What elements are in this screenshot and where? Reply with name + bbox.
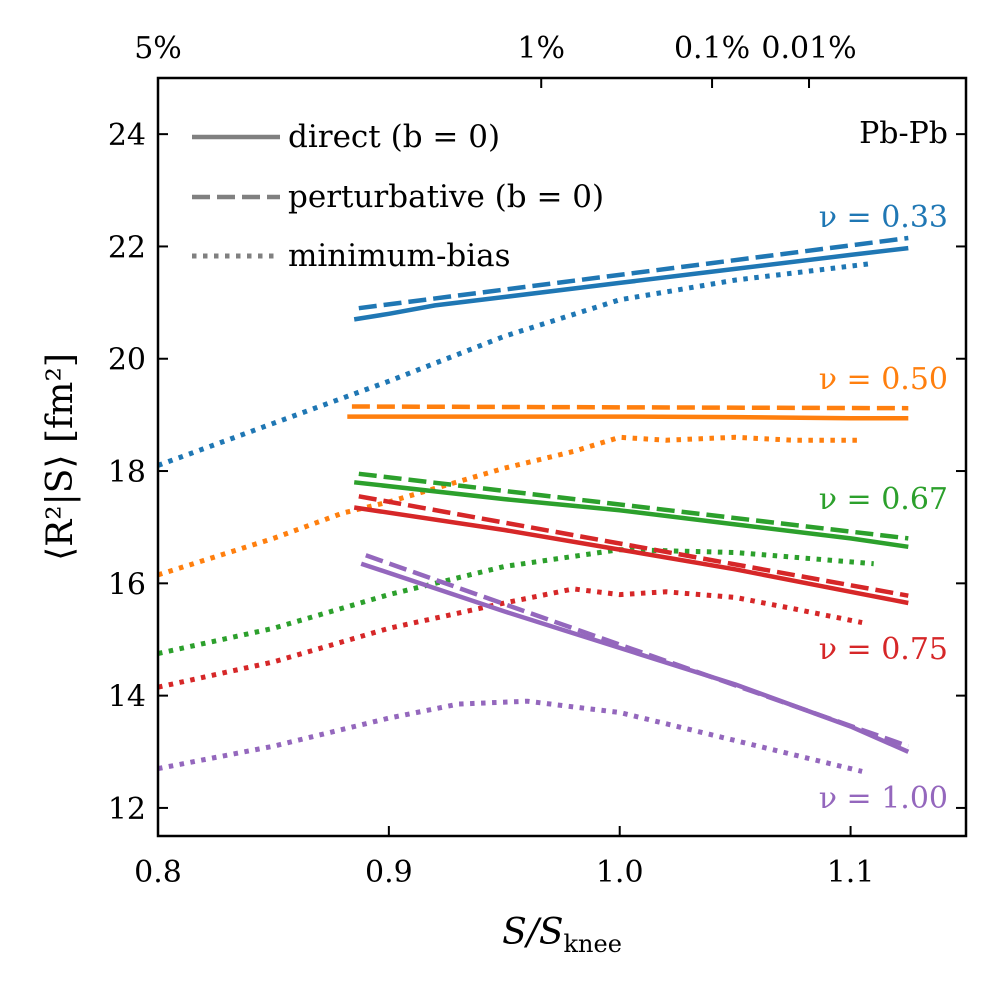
series-0-perturbative-line	[358, 235, 909, 311]
top-tick-label: 0.01%	[761, 31, 856, 66]
y-tick-label: 20	[108, 343, 146, 378]
x-axis-label: S/Sknee	[502, 912, 622, 958]
series-2-direct-line	[353, 480, 909, 550]
top-tick-label: 0.1%	[674, 31, 750, 66]
y-tick-label: 14	[108, 680, 146, 715]
series-3: ν = 0.75	[157, 494, 948, 690]
top-tick-label: 1%	[517, 31, 565, 66]
series-3-direct-line	[353, 505, 909, 606]
x-axis-label-sub: knee	[564, 930, 622, 958]
legend: direct (b = 0) perturbative (b = 0) mini…	[192, 119, 604, 274]
x-tick-label: 1.1	[827, 855, 875, 890]
series-2: ν = 0.67	[157, 471, 948, 656]
legend-label-minbias: minimum-bias	[288, 238, 511, 274]
y-tick-label: 24	[108, 118, 146, 153]
x-tick-label: 0.8	[134, 855, 182, 890]
series-4-minbias-line	[157, 698, 863, 774]
series-1-nu-label: ν = 0.50	[819, 362, 948, 397]
series-1-direct-line	[347, 414, 909, 421]
x-tick-label: 1.0	[596, 855, 644, 890]
y-axis-label: ⟨R²|S⟩ [fm²]	[40, 353, 81, 561]
ticks-layer: 0.8 0.9 1.0 1.1 12 14 16 18 20 22 24 5% 1% 0.1% 0.01%	[108, 31, 966, 890]
series-3-nu-label: ν = 0.75	[819, 632, 948, 667]
y-tick-label: 16	[108, 567, 146, 602]
series-4: ν = 1.00	[157, 553, 948, 816]
series-0-minbias-line	[157, 260, 875, 468]
series-0-nu-label: ν = 0.33	[819, 200, 948, 235]
plot-frame	[156, 76, 968, 838]
x-tick-label: 0.9	[365, 855, 413, 890]
series-2-minbias-line	[157, 547, 874, 656]
series-0: ν = 0.33	[157, 200, 948, 468]
legend-label-perturbative: perturbative (b = 0)	[288, 179, 604, 215]
series-4-nu-label: ν = 1.00	[819, 781, 948, 816]
series-1-perturbative-line	[351, 404, 909, 411]
series-layer: ν = 0.33 ν = 0.50 ν = 0.67 ν = 0.75 ν = 1.00	[157, 200, 948, 816]
series-0-direct-line	[353, 245, 909, 322]
y-tick-label: 18	[108, 455, 146, 490]
series-2-perturbative-line	[358, 471, 909, 541]
y-tick-label: 12	[108, 792, 146, 827]
y-tick-label: 22	[108, 230, 146, 265]
series-1-minbias-line	[157, 434, 863, 578]
legend-label-direct: direct (b = 0)	[288, 119, 500, 155]
system-annotation: Pb-Pb	[859, 116, 948, 151]
x-axis-label-main: S/S	[502, 912, 563, 953]
top-tick-label: 5%	[134, 31, 182, 66]
series-1: ν = 0.50	[157, 362, 948, 578]
series-2-nu-label: ν = 0.67	[819, 482, 948, 517]
series-3-minbias-line	[157, 586, 863, 690]
series-3-perturbative-line	[358, 494, 909, 598]
series-4-direct-line	[360, 561, 910, 754]
